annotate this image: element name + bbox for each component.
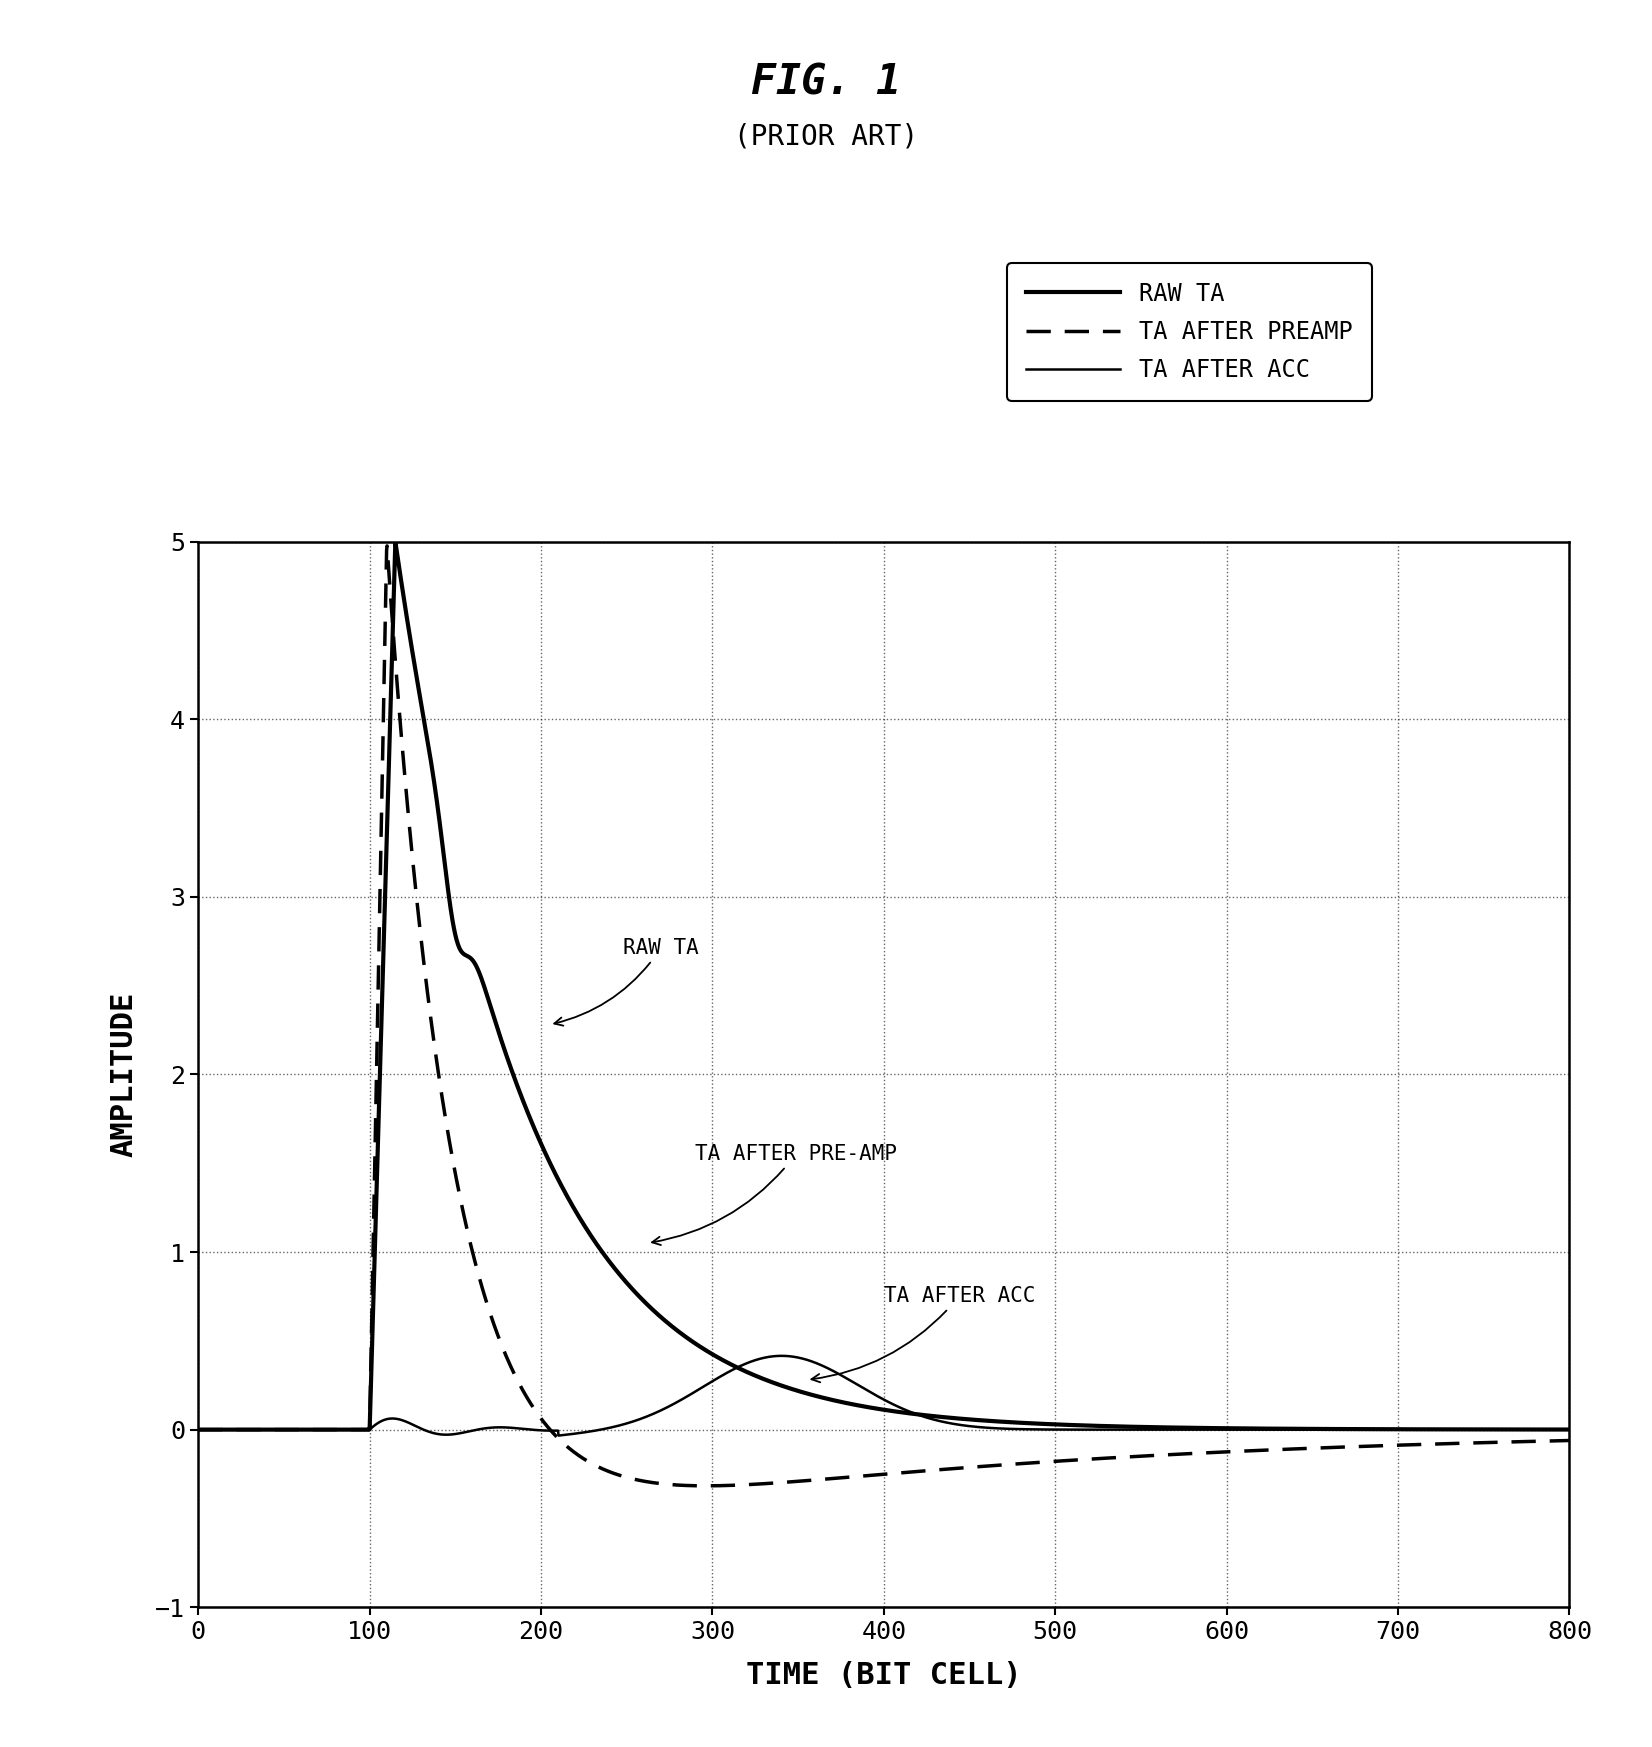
Text: FIG. 1: FIG. 1 (752, 61, 900, 103)
Y-axis label: AMPLITUDE: AMPLITUDE (109, 992, 139, 1157)
X-axis label: TIME (BIT CELL): TIME (BIT CELL) (747, 1661, 1021, 1689)
Text: (PRIOR ART): (PRIOR ART) (733, 122, 919, 150)
Text: TA AFTER ACC: TA AFTER ACC (811, 1286, 1036, 1382)
Text: TA AFTER PRE-AMP: TA AFTER PRE-AMP (653, 1144, 897, 1246)
Text: RAW TA: RAW TA (555, 938, 699, 1025)
Legend: RAW TA, TA AFTER PREAMP, TA AFTER ACC: RAW TA, TA AFTER PREAMP, TA AFTER ACC (1008, 262, 1371, 402)
